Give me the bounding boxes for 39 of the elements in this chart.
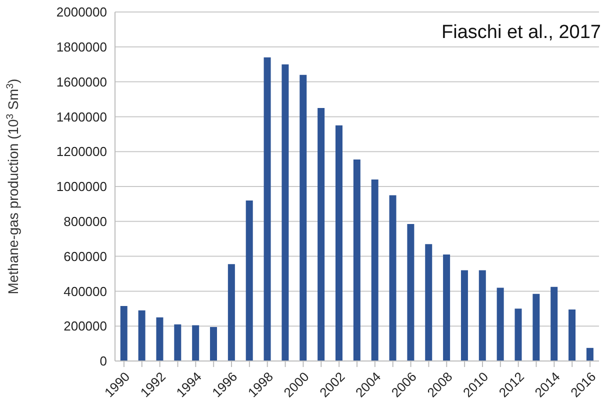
bar	[174, 324, 182, 361]
bar	[496, 288, 504, 361]
y-tick-label: 0	[100, 354, 107, 369]
bar	[460, 270, 468, 361]
y-tick-label: 1800000	[56, 40, 107, 55]
y-tick-label: 400000	[64, 284, 107, 299]
bar	[228, 264, 235, 361]
bar	[120, 306, 128, 361]
bar	[425, 244, 432, 361]
y-tick-label: 800000	[64, 214, 107, 230]
bar	[389, 195, 396, 361]
bar	[156, 317, 164, 361]
bar	[138, 310, 146, 361]
bar	[210, 326, 218, 361]
bar	[514, 308, 522, 361]
bar	[443, 254, 450, 361]
bar	[532, 294, 540, 361]
bar	[318, 108, 325, 361]
y-tick-label: 2000000	[56, 4, 107, 20]
bar	[300, 74, 307, 361]
y-tick-label: 200000	[64, 318, 107, 334]
bar	[246, 200, 253, 361]
y-tick-label: 1200000	[56, 144, 107, 160]
bar	[550, 286, 558, 361]
y-tick-label: 1000000	[56, 179, 107, 194]
bar	[353, 159, 360, 361]
y-tick-label: 1400000	[56, 109, 107, 124]
bar	[371, 180, 378, 361]
bar	[568, 310, 576, 361]
annotation: Fiaschi et al., 2017	[442, 22, 601, 44]
bar	[192, 325, 200, 361]
bar	[282, 64, 289, 361]
bar	[478, 270, 486, 361]
y-tick-label: 600000	[64, 248, 107, 264]
bar	[586, 348, 594, 361]
bar	[335, 125, 342, 361]
bar	[264, 57, 271, 361]
y-tick-label: 1600000	[56, 74, 107, 90]
bar	[407, 224, 414, 361]
